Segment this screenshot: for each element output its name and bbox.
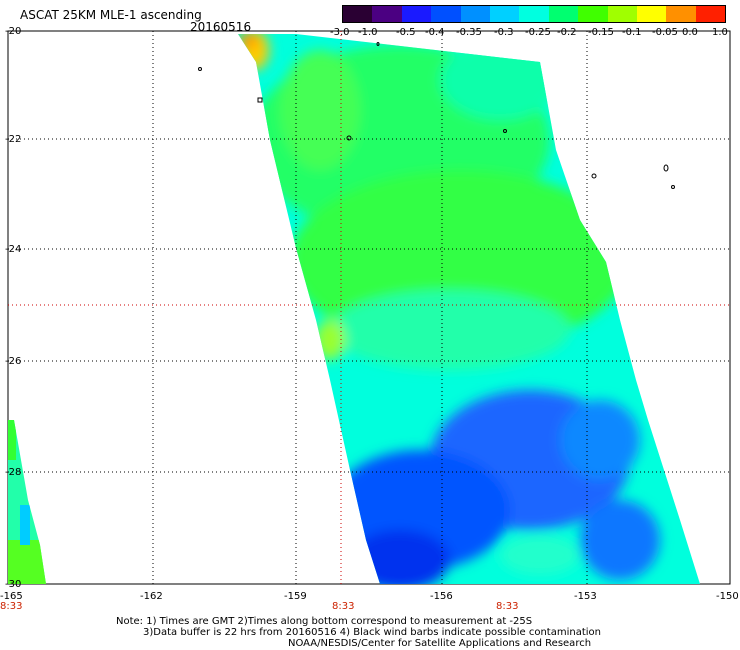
time-reference-lines — [8, 31, 730, 584]
colorbar-tick: -0.1 — [622, 27, 642, 38]
colorbar-tick: -0.4 — [425, 27, 445, 38]
lat-label: -24 — [5, 244, 22, 255]
colorbar-tick: 1.0 — [712, 27, 728, 38]
lon-label: -159 — [284, 591, 307, 602]
colorbar-tick: -0.05 — [652, 27, 678, 38]
colorbar-tick: -0.35 — [456, 27, 482, 38]
map-title: ASCAT 25KM MLE-1 ascending — [20, 8, 202, 22]
time-label: 8:33 — [0, 601, 23, 612]
footnote-line-2: 3)Data buffer is 22 hrs from 20160516 4)… — [143, 627, 601, 638]
colorbar-tick: 0.0 — [682, 27, 698, 38]
lat-label: -30 — [5, 579, 22, 590]
graticule — [8, 31, 730, 584]
time-label: 8:33 — [332, 601, 355, 612]
lon-label: -150 — [716, 591, 739, 602]
colorbar-tick: -0.5 — [396, 27, 416, 38]
time-label: 8:33 — [496, 601, 519, 612]
colorbar-tick: -0.25 — [525, 27, 551, 38]
colorbar-tick: -3.0 — [330, 27, 350, 38]
footnote-line-3: NOAA/NESDIS/Center for Satellite Applica… — [288, 638, 592, 649]
footnote-line-1: Note: 1) Times are GMT 2)Times along bot… — [116, 616, 533, 627]
ascending-swath — [238, 34, 700, 584]
colorbar-tick: -0.15 — [588, 27, 614, 38]
colorbar-tick: -0.2 — [557, 27, 577, 38]
lat-label: -26 — [5, 356, 22, 367]
islands — [198, 42, 675, 189]
colorbar-tick: -1.0 — [358, 27, 378, 38]
colorbar — [342, 5, 726, 23]
lat-label: -20 — [5, 26, 22, 37]
lon-label: -156 — [430, 591, 453, 602]
lon-label: -153 — [574, 591, 597, 602]
lat-label: -28 — [5, 467, 22, 478]
lon-label: -162 — [140, 591, 163, 602]
lon-label: -165 — [0, 591, 23, 602]
lat-label: -22 — [5, 134, 22, 145]
western-swath — [8, 420, 46, 584]
colorbar-tick: -0.3 — [494, 27, 514, 38]
